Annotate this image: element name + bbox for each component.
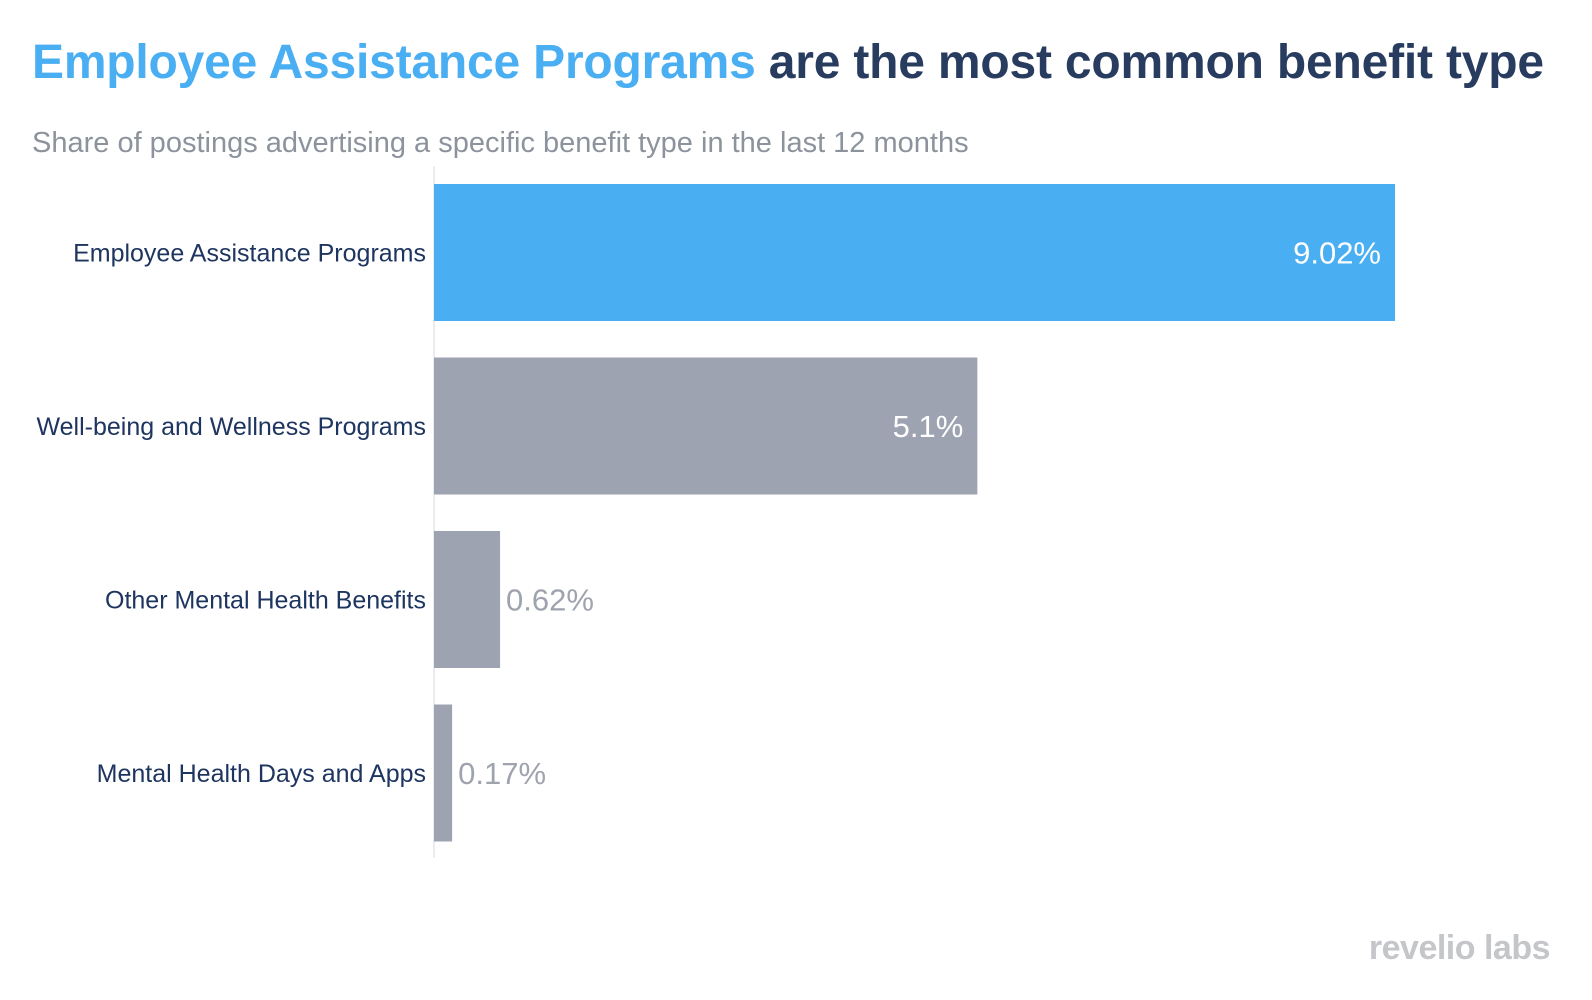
category-label: Well-being and Wellness Programs [36,413,426,441]
bar [434,531,501,668]
value-label: 0.17% [458,756,546,791]
value-label: 0.62% [506,583,594,618]
bar [434,357,978,495]
bar [434,704,453,842]
chart-title-highlight: Employee Assistance Programs [32,36,756,89]
chart-title: Employee Assistance Programs are the mos… [32,34,1544,92]
revelio-labs-logo: revelio labs [1368,929,1551,967]
bar [434,184,1395,321]
category-label: Employee Assistance Programs [73,240,426,268]
value-label: 5.1% [893,409,964,444]
category-label: Mental Health Days and Apps [97,760,426,788]
chart-title-rest: are the most common benefit type [755,36,1544,89]
chart-subtitle: Share of postings advertising a specific… [32,127,969,159]
category-label: Other Mental Health Benefits [105,587,426,615]
value-label: 9.02% [1293,236,1381,271]
